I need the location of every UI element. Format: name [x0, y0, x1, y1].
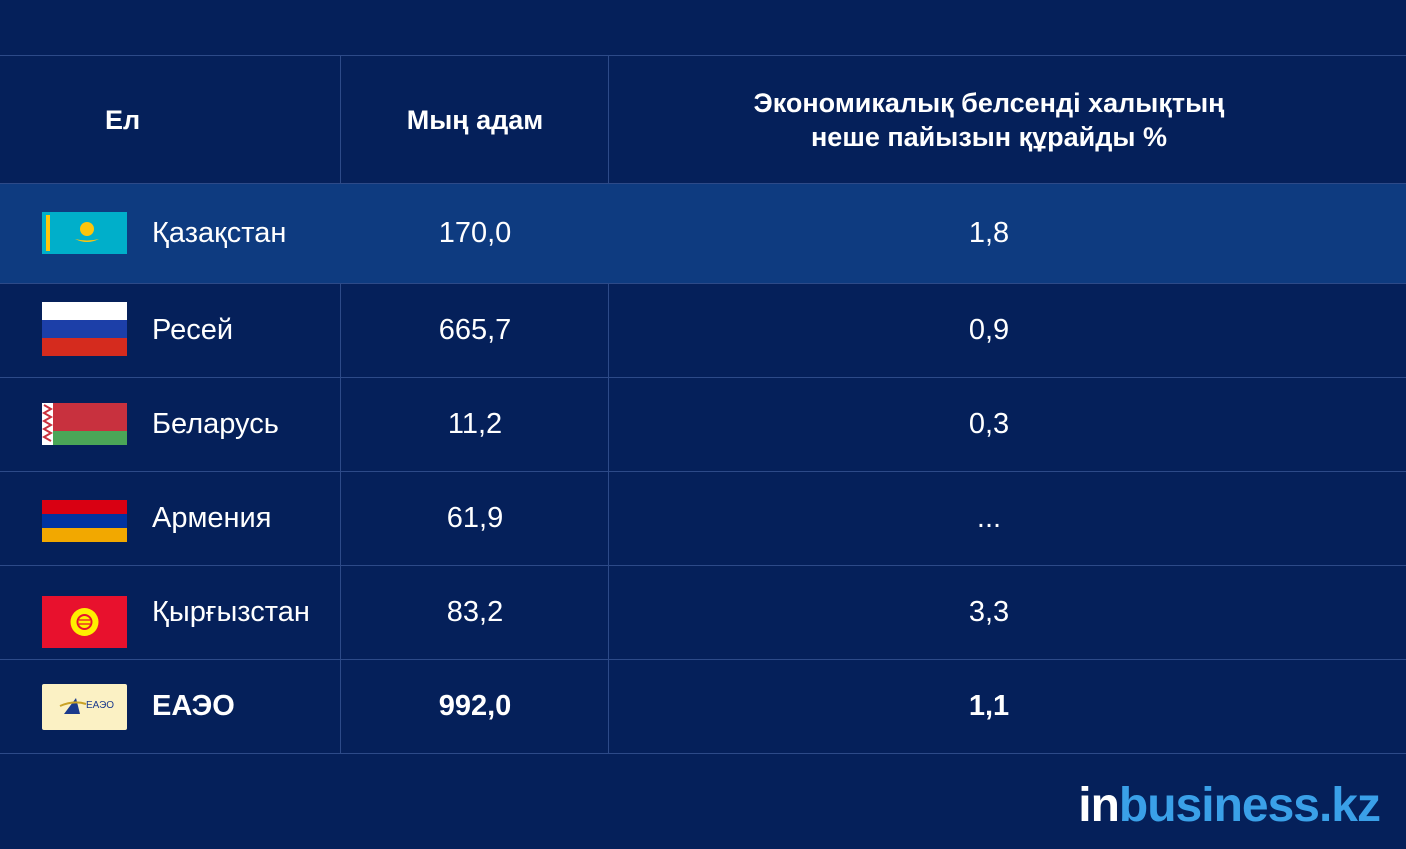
thousand-people-value: 665,7: [438, 314, 512, 346]
country-name: Беларусь: [152, 408, 279, 440]
armenia-flag-icon: [42, 500, 127, 542]
header-country: Ел: [105, 105, 141, 135]
thousand-people-value: 61,9: [446, 502, 504, 534]
table-row: ЕАЭО ЕАЭО 992,0 1,1: [0, 659, 1406, 753]
brand-logo-part1: in: [1078, 779, 1120, 832]
country-name: Қырғызстан: [152, 596, 310, 628]
country-name: Армения: [152, 502, 272, 534]
table-row: Армения 61,9 ...: [0, 471, 1406, 565]
thousand-people-value: 992,0: [438, 690, 512, 722]
percent-value: 3,3: [968, 596, 1010, 628]
eaeu-logo-text: ЕАЭО: [86, 700, 115, 711]
brand-logo-part2: business.kz: [1118, 779, 1381, 832]
table-bottom-border: [0, 753, 1406, 754]
percent-value: 1,8: [968, 217, 1010, 249]
thousand-people-value: 170,0: [438, 217, 512, 249]
percent-value: 0,9: [968, 314, 1010, 346]
table-header: Ел Мың адам Экономикалық белсенді халықт…: [0, 55, 1406, 184]
table-row: Қырғызстан 83,2 3,3: [0, 565, 1406, 659]
kazakhstan-flag-icon: [42, 212, 127, 254]
country-name: Ресей: [152, 314, 234, 346]
country-name: ЕАЭО: [152, 690, 235, 722]
russia-flag-icon: [42, 302, 127, 356]
table-row: Беларусь 11,2 0,3: [0, 377, 1406, 471]
kyrgyzstan-flag-icon: [42, 596, 127, 648]
header-percent: Экономикалық белсенді халықтың неше пайы…: [609, 56, 1369, 184]
thousand-people-value: 83,2: [446, 596, 504, 628]
thousand-people-value: 11,2: [447, 408, 503, 440]
brand-logo: inbusiness.kz: [1078, 778, 1381, 833]
belarus-flag-icon: [42, 403, 127, 445]
percent-value: 0,3: [968, 408, 1010, 440]
table-row: Қазақстан 170,0 1,8: [0, 183, 1406, 283]
eaeu-logo-icon: ЕАЭО: [42, 684, 127, 730]
percent-value: ...: [976, 502, 1002, 534]
percent-value: 1,1: [968, 690, 1010, 722]
header-percent-line1: Экономикалық белсенді халықтың: [753, 88, 1225, 118]
country-name: Қазақстан: [152, 217, 287, 249]
header-percent-line2: неше пайызын құрайды %: [811, 122, 1167, 152]
table-row: Ресей 665,7 0,9: [0, 283, 1406, 377]
column-divider: [608, 55, 609, 753]
header-thousand-people: Мың адам: [406, 105, 544, 135]
column-divider: [340, 55, 341, 753]
